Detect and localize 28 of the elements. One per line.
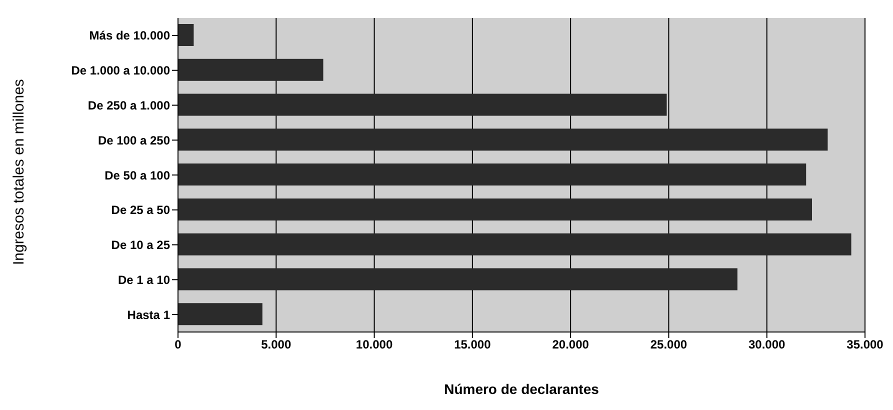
y-tick-label: De 100 a 250 (98, 133, 170, 148)
x-tick-label: 15.000 (454, 338, 492, 352)
y-tick-label: Más de 10.000 (89, 28, 170, 43)
y-tick-label: De 1 a 10 (118, 272, 170, 287)
bar (178, 233, 852, 256)
bar (178, 58, 324, 81)
y-tick-label: De 1.000 a 10.000 (71, 64, 170, 78)
x-tick-label: 25.000 (650, 338, 688, 352)
x-axis-title: Número de declarantes (444, 381, 600, 397)
x-tick-label: 10.000 (356, 338, 393, 352)
y-tick-label: De 10 a 25 (111, 238, 170, 252)
x-tick-label: 30.000 (748, 338, 786, 352)
bar (178, 94, 667, 116)
bar (178, 198, 812, 220)
x-tick-label: 35.000 (846, 338, 884, 352)
y-axis-title: Ingresos totales en millones (10, 79, 28, 265)
x-tick-label: 0 (174, 338, 182, 352)
bar (178, 128, 828, 151)
y-tick-label: De 250 a 1.000 (88, 98, 170, 112)
bar (178, 303, 262, 326)
y-tick-label: De 25 a 50 (111, 203, 170, 218)
y-tick-label: Hasta 1 (127, 308, 170, 322)
bar (178, 164, 806, 186)
x-tick-label: 20.000 (552, 338, 590, 352)
bar (178, 268, 738, 290)
bar (178, 24, 194, 46)
x-tick-label: 5.000 (261, 338, 292, 352)
y-tick-label: De 50 a 100 (104, 168, 170, 182)
